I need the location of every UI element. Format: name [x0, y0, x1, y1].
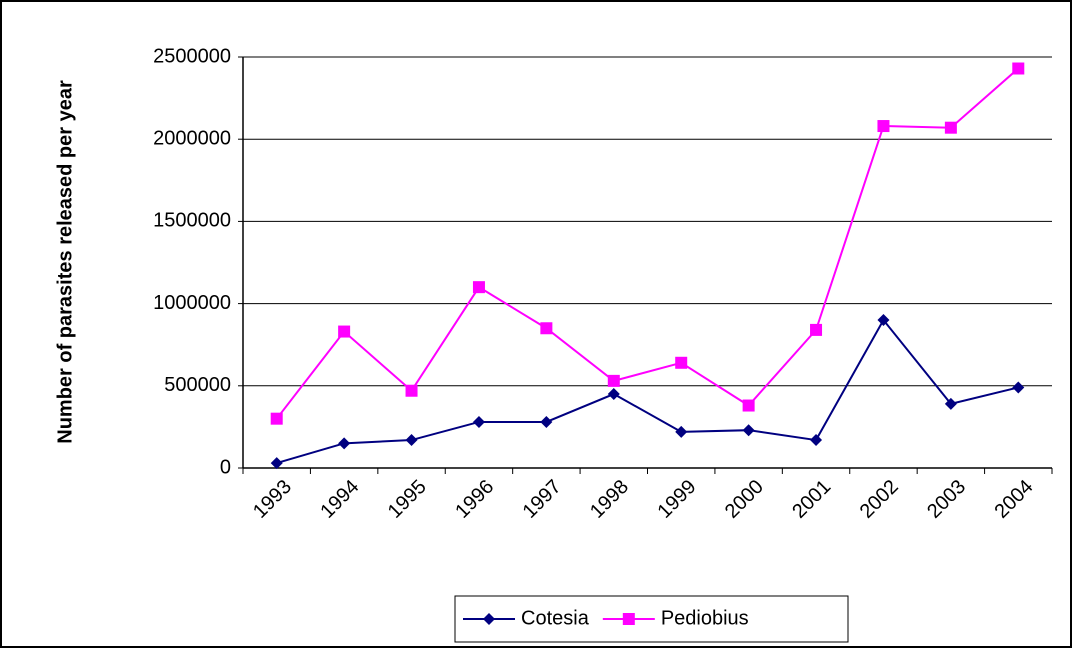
marker — [675, 356, 688, 369]
y-tick-label: 2000000 — [153, 127, 231, 149]
marker — [810, 323, 823, 336]
marker — [607, 374, 620, 387]
marker — [877, 314, 890, 327]
marker — [742, 424, 755, 437]
marker — [944, 121, 957, 134]
marker — [607, 388, 620, 401]
marker — [338, 325, 351, 338]
marker — [405, 384, 418, 397]
marker — [540, 322, 553, 335]
marker — [675, 425, 688, 438]
legend-label: Cotesia — [521, 607, 590, 629]
y-axis-title: Number of parasites released per year — [54, 80, 76, 444]
marker — [944, 397, 957, 410]
marker — [877, 120, 890, 133]
y-tick-label: 0 — [220, 456, 231, 478]
y-tick-label: 1500000 — [153, 210, 231, 232]
marker — [810, 434, 823, 447]
marker — [270, 412, 283, 425]
legend-label: Pediobius — [661, 607, 749, 629]
marker — [338, 437, 351, 450]
marker — [472, 281, 485, 294]
marker — [472, 415, 485, 428]
marker — [540, 415, 553, 428]
marker — [1012, 381, 1025, 394]
y-tick-label: 1000000 — [153, 292, 231, 314]
marker — [622, 613, 635, 625]
series-line — [276, 318, 1019, 465]
y-tick-label: 2500000 — [153, 45, 231, 67]
marker — [742, 399, 755, 412]
marker — [270, 457, 283, 470]
marker — [1012, 62, 1025, 75]
y-tick-label: 500000 — [164, 374, 231, 396]
marker — [483, 613, 495, 625]
series-line — [275, 67, 1019, 420]
marker — [405, 434, 418, 447]
